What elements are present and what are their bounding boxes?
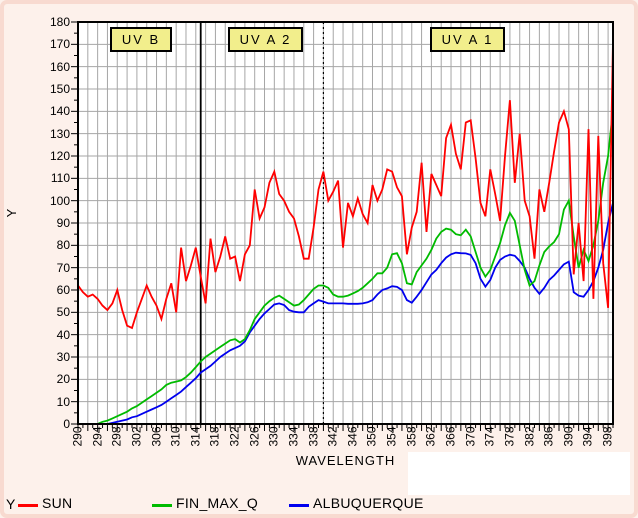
uv-band-label: UV A 2 [228, 27, 303, 52]
y-tick-label: 80 [56, 238, 70, 253]
legend-swatch-albuquerque [289, 504, 309, 507]
y-tick-label: 60 [56, 283, 70, 297]
legend-label-albuquerque: ALBUQUERQUE [313, 495, 424, 511]
y-tick-label: 130 [49, 126, 70, 141]
x-axis-title: WAVELENGTH [295, 453, 396, 468]
y-tick-label: 20 [56, 372, 70, 387]
y-axis-title: Y [4, 208, 19, 218]
y-tick-label: 160 [49, 59, 70, 74]
legend-label-fin_max_q: FIN_MAX_Q [176, 495, 259, 511]
y-tick-label: 70 [56, 260, 70, 275]
background-patch [408, 452, 630, 495]
y-tick-label: 40 [56, 327, 70, 342]
uv-band-label: UV A 1 [430, 27, 505, 52]
y-tick-label: 150 [49, 82, 70, 96]
legend-axis-label: Y [6, 496, 16, 512]
plot-frame [77, 21, 614, 425]
y-tick-label: 0 [63, 417, 70, 431]
y-tick-label: 50 [56, 305, 70, 320]
y-tick-label: 90 [56, 216, 70, 230]
legend-label-sun: SUN [42, 495, 73, 511]
y-tick-label: 100 [49, 193, 70, 208]
y-tick-label: 180 [49, 15, 70, 29]
y-tick-label: 10 [56, 394, 70, 409]
sun-line [77, 39, 614, 330]
uv-band-label: UV B [110, 27, 172, 52]
legend-swatch-sun [18, 504, 38, 507]
y-tick-label: 110 [50, 171, 70, 186]
y-tick-label: 140 [49, 104, 70, 119]
y-tick-label: 170 [49, 37, 70, 52]
fin-max-q-line [78, 109, 614, 425]
y-tick-label: 120 [49, 149, 70, 163]
legend-swatch-fin_max_q [152, 504, 172, 507]
y-tick-label: 30 [56, 350, 70, 364]
